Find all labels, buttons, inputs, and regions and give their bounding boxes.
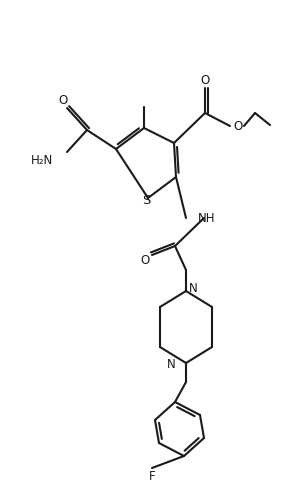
Text: O: O: [233, 120, 243, 132]
Text: F: F: [149, 470, 155, 483]
Text: S: S: [142, 194, 150, 207]
Text: H₂N: H₂N: [31, 153, 53, 167]
Text: O: O: [58, 95, 68, 108]
Text: O: O: [140, 253, 150, 266]
Text: NH: NH: [198, 211, 215, 225]
Text: O: O: [200, 74, 210, 87]
Text: N: N: [189, 282, 198, 295]
Text: N: N: [167, 359, 176, 372]
